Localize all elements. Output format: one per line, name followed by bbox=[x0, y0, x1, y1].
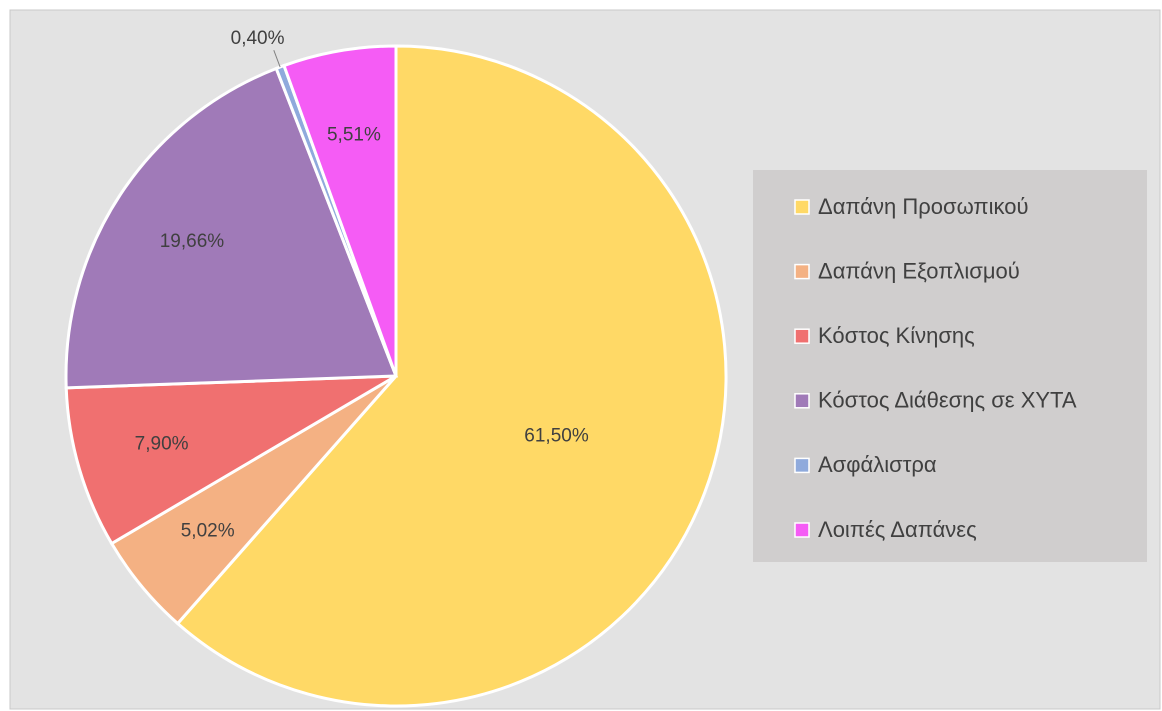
pie-slice bbox=[64, 66, 399, 390]
legend-marker bbox=[794, 199, 810, 215]
legend-marker bbox=[794, 393, 810, 409]
legend-marker bbox=[794, 328, 810, 344]
legend-label: Ασφάλιστρα bbox=[818, 452, 937, 477]
legend-label: Κόστος Διάθεσης σε ΧΥΤΑ bbox=[818, 388, 1077, 413]
legend-marker bbox=[794, 457, 810, 474]
pie-slice bbox=[175, 44, 728, 708]
data-label: 7,90% bbox=[135, 433, 189, 454]
legend-label: Δαπάνη Προσωπικού bbox=[818, 194, 1029, 219]
legend-box bbox=[753, 170, 1147, 562]
pie-slice bbox=[282, 44, 398, 377]
leader-line bbox=[273, 49, 281, 68]
legend-label: Λοιπές Δαπάνες bbox=[818, 517, 977, 542]
data-label: 19,66% bbox=[160, 231, 225, 252]
legend-label: Δαπάνη Εξοπλισμού bbox=[818, 258, 1020, 283]
legend-marker bbox=[794, 263, 810, 280]
data-label: 0,40% bbox=[231, 28, 285, 49]
pie-slice bbox=[64, 374, 397, 546]
data-label: 5,02% bbox=[181, 520, 235, 541]
legend-label: Κόστος Κίνησης bbox=[818, 323, 975, 348]
data-label: 5,51% bbox=[327, 124, 381, 145]
data-label: 61,50% bbox=[524, 426, 589, 447]
legend-marker bbox=[794, 522, 810, 538]
